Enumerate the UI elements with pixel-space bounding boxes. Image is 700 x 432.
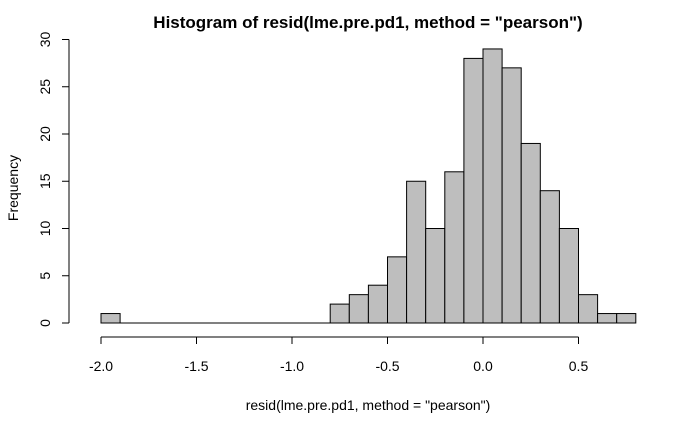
y-axis: 0 5 10 15 20 25 30 — [37, 32, 70, 327]
x-tick-label: 0.0 — [473, 358, 493, 374]
y-tick-label: 15 — [37, 173, 53, 189]
histogram-bar-24 — [558, 228, 580, 324]
x-tick-label: -1.5 — [184, 358, 208, 374]
histogram-bar-17 — [425, 228, 446, 324]
histogram-bar-27 — [616, 313, 637, 324]
x-axis: -2.0 -1.5 -1.0 -0.5 0.0 0.5 — [89, 336, 589, 374]
y-tick-label: 10 — [37, 221, 53, 237]
histogram-bar-23 — [539, 190, 560, 324]
histogram-bar-15 — [387, 256, 408, 324]
histogram-bar-0 — [100, 313, 121, 324]
y-tick-label: 25 — [37, 79, 53, 95]
y-tick-label: 5 — [37, 272, 53, 280]
chart-title: Histogram of resid(lme.pre.pd1, method =… — [153, 13, 582, 32]
histogram-bar-21 — [501, 67, 522, 324]
histogram-bar-26 — [597, 313, 618, 324]
histogram-bar-19 — [463, 57, 484, 324]
histogram-bar-25 — [578, 294, 599, 324]
histogram-bar-14 — [367, 284, 388, 324]
x-tick-label: -1.0 — [280, 358, 304, 374]
histogram-bar-16 — [406, 180, 427, 324]
x-tick-label: -0.5 — [375, 358, 399, 374]
y-tick-label: 20 — [37, 126, 53, 142]
histogram-bar-13 — [348, 294, 369, 324]
y-tick-label: 30 — [37, 32, 53, 48]
histogram-bar-20 — [482, 48, 503, 324]
y-tick-label: 0 — [37, 319, 53, 327]
histogram-bar-22 — [520, 142, 541, 324]
x-axis-label: resid(lme.pre.pd1, method = "pearson") — [246, 397, 491, 413]
histogram-bar-12 — [329, 303, 350, 324]
y-axis-label: Frequency — [5, 155, 21, 221]
x-tick-label: -2.0 — [89, 358, 113, 374]
histogram-bar-18 — [444, 171, 465, 324]
bars-group — [100, 48, 637, 324]
x-tick-label: 0.5 — [569, 358, 589, 374]
